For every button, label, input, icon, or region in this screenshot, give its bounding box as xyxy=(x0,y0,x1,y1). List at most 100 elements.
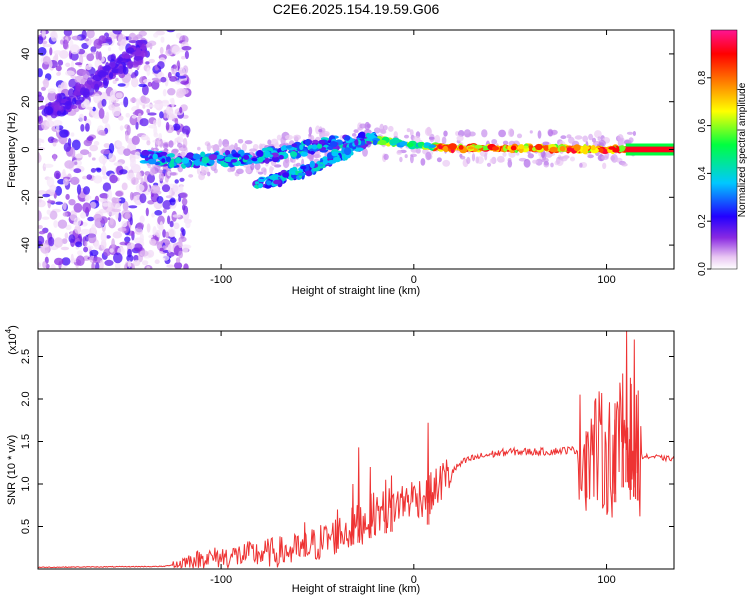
noise-blob xyxy=(118,197,126,204)
noise-blob xyxy=(38,230,46,235)
noise-blob xyxy=(46,209,51,215)
noise-blob xyxy=(83,115,87,122)
noise-blob xyxy=(38,47,47,56)
noise-blob xyxy=(93,93,101,104)
main-trace-blob xyxy=(251,157,258,162)
noise-blob xyxy=(70,147,76,159)
halo-blob xyxy=(353,129,359,134)
noise-blob xyxy=(93,38,103,49)
main-trace-blob xyxy=(230,159,238,163)
lower-branch-blob xyxy=(254,181,260,185)
halo-blob xyxy=(379,128,386,134)
noise-blob xyxy=(95,50,100,61)
main-trace-blob xyxy=(152,153,158,160)
noise-blob xyxy=(125,112,131,118)
noise-blob xyxy=(138,83,147,88)
main-trace-blob xyxy=(458,145,464,150)
noise-blob xyxy=(41,86,46,91)
noise-blob xyxy=(145,104,154,108)
noise-blob xyxy=(101,43,110,47)
halo-blob xyxy=(468,131,476,137)
lower-branch-blob xyxy=(257,178,266,183)
diagonal-noise-blob xyxy=(108,72,114,79)
main-trace-blob xyxy=(225,149,231,156)
noise-blob xyxy=(93,175,103,184)
lower-branch-blob xyxy=(258,183,264,188)
noise-blob xyxy=(41,216,50,220)
halo-blob xyxy=(383,125,388,131)
x-tick-label: -100 xyxy=(210,274,232,286)
noise-blob xyxy=(136,222,145,230)
noise-blob xyxy=(161,100,170,107)
halo-blob xyxy=(588,133,594,141)
snr-frame xyxy=(37,330,675,570)
noise-blob xyxy=(165,195,173,199)
noise-blob xyxy=(126,124,131,136)
main-trace-blob xyxy=(247,160,253,165)
halo-blob xyxy=(359,123,367,129)
noise-blob xyxy=(42,56,51,65)
halo-blob xyxy=(516,133,523,139)
halo-blob xyxy=(441,136,447,145)
noise-blob xyxy=(172,214,181,218)
noise-blob xyxy=(126,254,134,262)
noise-blob xyxy=(83,246,89,253)
diagonal-noise-blob xyxy=(126,47,135,54)
halo-blob xyxy=(582,135,589,143)
noise-blob xyxy=(114,203,121,214)
noise-blob xyxy=(99,92,108,102)
noise-blob xyxy=(177,75,187,79)
noise-blob xyxy=(73,217,82,227)
halo-blob xyxy=(155,140,161,146)
noise-blob xyxy=(175,257,181,264)
noise-blob xyxy=(146,223,151,233)
noise-blob xyxy=(129,97,137,103)
noise-blob xyxy=(45,96,49,105)
noise-blob xyxy=(112,231,123,239)
noise-blob xyxy=(159,221,164,230)
main-trace-blob xyxy=(492,146,500,151)
noise-blob xyxy=(148,234,154,239)
noise-blob xyxy=(112,30,122,35)
halo-blob xyxy=(388,125,394,132)
main-trace-blob xyxy=(186,152,194,159)
lower-branch-blob xyxy=(305,170,313,177)
spectrogram-x-ticks: -100 0 100 xyxy=(210,30,616,286)
noise-blob xyxy=(139,118,149,127)
noise-blob xyxy=(139,193,147,204)
halo-blob xyxy=(196,167,201,175)
halo-blob xyxy=(632,131,637,136)
noise-blob xyxy=(101,165,107,176)
noise-blob xyxy=(46,176,55,188)
main-trace-blob xyxy=(518,144,525,150)
diagonal-noise-blob xyxy=(108,61,116,69)
noise-blob xyxy=(166,30,175,33)
snr-scale-prefix: (x10 xyxy=(7,333,19,354)
noise-blob xyxy=(84,38,90,42)
halo-blob xyxy=(456,135,464,142)
lower-branch-blob xyxy=(354,139,359,146)
main-trace-blob xyxy=(582,145,590,150)
halo-blob xyxy=(475,156,480,164)
main-trace-blob xyxy=(377,139,387,146)
halo-blob xyxy=(206,142,211,152)
halo-blob xyxy=(177,143,183,148)
noise-blob xyxy=(82,70,90,80)
halo-blob xyxy=(570,156,575,162)
halo-blob xyxy=(315,125,321,135)
noise-blob xyxy=(181,244,189,254)
noise-blob xyxy=(50,264,56,269)
main-trace-blob xyxy=(175,157,182,164)
noise-blob xyxy=(153,132,159,138)
snr-scale-close: ) xyxy=(7,325,19,329)
noise-blob xyxy=(107,217,111,221)
main-trace-blob xyxy=(194,159,201,166)
noise-blob xyxy=(136,98,140,109)
noise-blob xyxy=(174,179,179,184)
main-trace-blob xyxy=(367,133,376,139)
snr-scale-label: (x104) xyxy=(4,325,19,355)
diagonal-noise-blob xyxy=(72,97,77,105)
noise-blob xyxy=(169,76,178,82)
noise-blob xyxy=(179,192,188,199)
halo-blob xyxy=(484,152,488,161)
